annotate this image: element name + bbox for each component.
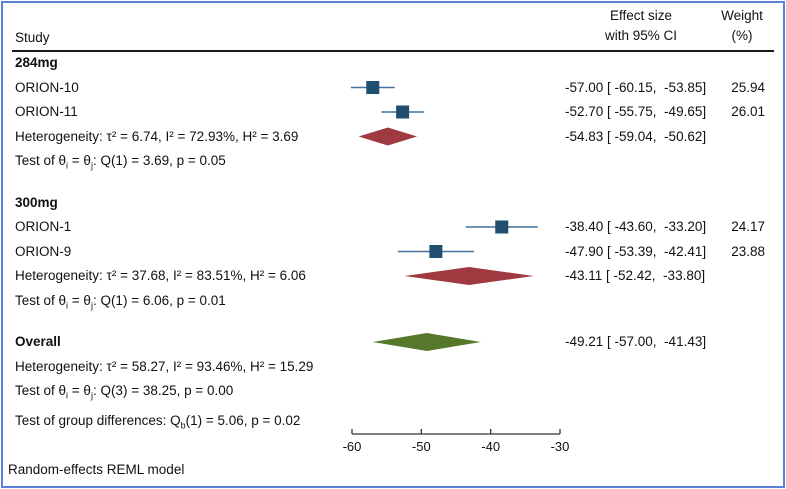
row-label: Test of group differences: Qb(1) = 5.06,…	[15, 412, 301, 431]
x-axis-tick-label: -50	[412, 439, 431, 454]
model-note: Random-effects REML model	[8, 462, 185, 477]
header-rule	[12, 50, 774, 52]
group-label: 284mg	[15, 55, 58, 70]
subgroup-diamond	[404, 267, 534, 285]
effect-size-header-line2: with 95% CI	[604, 28, 678, 43]
effect-value: -47.90 [ -53.39, -42.41]	[565, 243, 707, 259]
row-label: ORION-9	[15, 243, 72, 259]
overall-diamond	[372, 333, 481, 351]
weight-value: 24.17	[731, 219, 765, 234]
effect-value: -38.40 [ -43.60, -33.20]	[565, 219, 707, 234]
weight-header-line2: (%)	[731, 28, 753, 43]
x-axis-tick-label: -60	[343, 439, 362, 454]
effect-size-header-line1: Effect size	[609, 8, 673, 23]
row-label: Test of θi = θj: Q(3) = 38.25, p = 0.00	[15, 383, 234, 401]
group-label: 300mg	[15, 194, 58, 210]
row-label: Heterogeneity: τ² = 37.68, I² = 83.51%, …	[15, 268, 306, 283]
study-marker	[429, 245, 443, 258]
weight-value: 26.01	[731, 104, 765, 119]
row-label: Overall	[15, 334, 61, 349]
weight-value: 23.88	[731, 243, 765, 259]
effect-value: -43.11 [ -52.42, -33.80]	[565, 268, 706, 283]
effect-value: -54.83 [ -59.04, -50.62]	[565, 128, 707, 144]
weight-value: 25.94	[731, 79, 765, 95]
x-axis-tick-label: -30	[551, 439, 570, 454]
row-label: ORION-10	[15, 79, 79, 95]
study-column-header: Study	[15, 30, 50, 45]
study-marker	[495, 220, 509, 234]
subgroup-diamond	[358, 127, 418, 146]
effect-size-column-header: Effect size with 95% CI	[581, 6, 701, 46]
row-label: Test of θi = θj: Q(1) = 3.69, p = 0.05	[15, 153, 226, 171]
study-marker	[396, 105, 410, 119]
effect-value: -49.21 [ -57.00, -41.43]	[565, 334, 707, 349]
row-label: ORION-1	[15, 219, 72, 234]
weight-column-header: Weight (%)	[711, 6, 773, 46]
row-label: Heterogeneity: τ² = 6.74, I² = 72.93%, H…	[15, 128, 299, 144]
effect-value: -52.70 [ -55.75, -49.65]	[565, 104, 707, 119]
x-axis-tick-label: -40	[481, 439, 500, 454]
weight-header-line1: Weight	[721, 8, 763, 23]
row-label: Test of θi = θj: Q(1) = 6.06, p = 0.01	[15, 292, 226, 311]
row-label: ORION-11	[15, 104, 78, 119]
row-label: Heterogeneity: τ² = 58.27, I² = 93.46%, …	[15, 358, 314, 374]
study-marker	[366, 81, 380, 94]
effect-value: -57.00 [ -60.15, -53.85]	[565, 79, 707, 95]
